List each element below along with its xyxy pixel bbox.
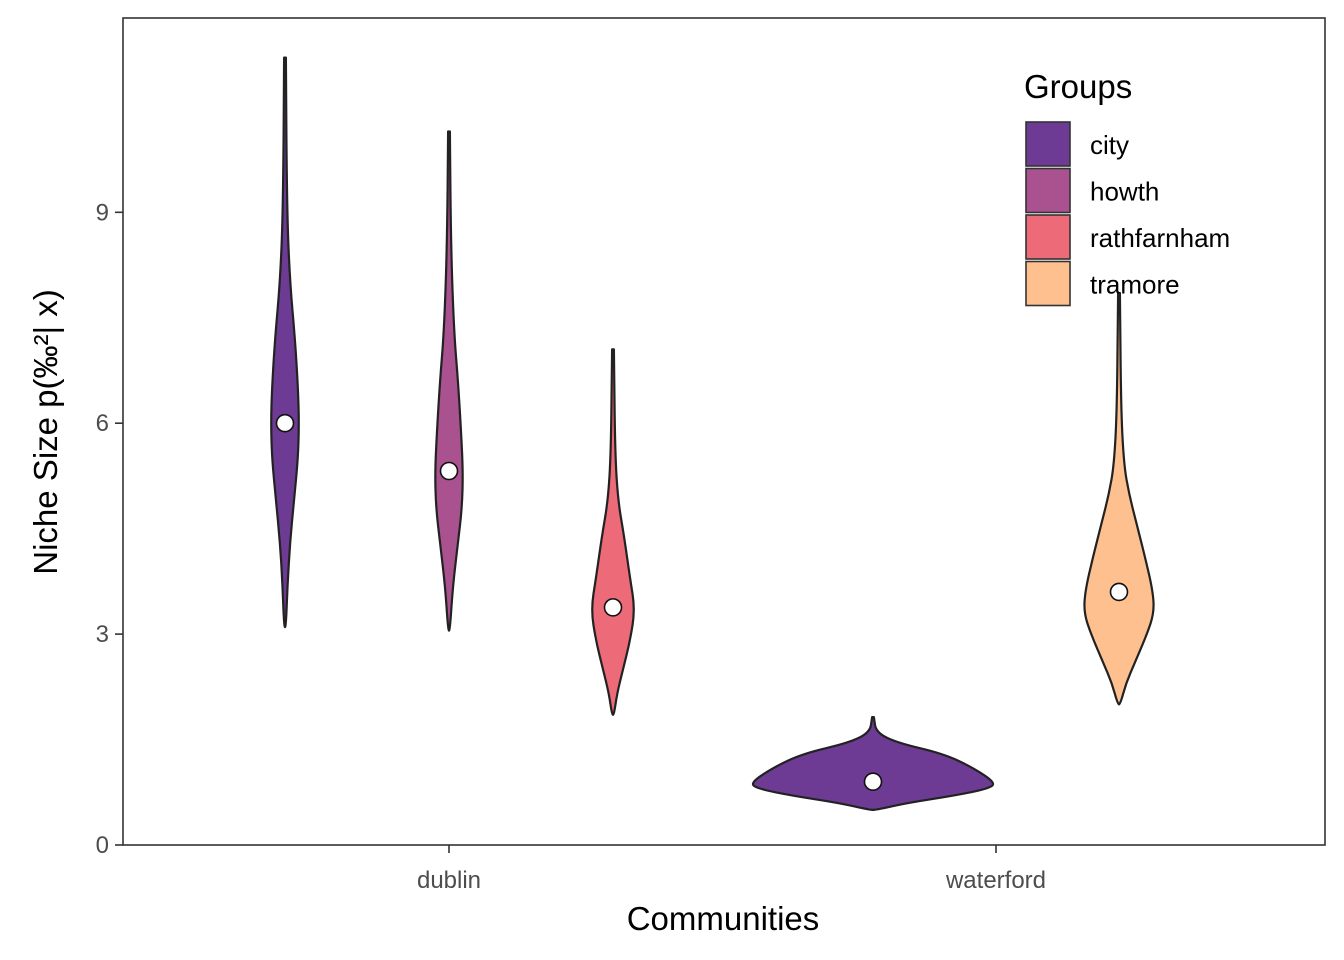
median-point-dublin-rathfarnham — [603, 598, 623, 617]
violin-dublin-city — [270, 56, 300, 629]
violin-dublin-howth — [434, 130, 464, 632]
legend-label-rathfarnham: rathfarnham — [1090, 223, 1230, 253]
legend-key-rathfarnham — [1025, 214, 1071, 260]
violin-waterford-tramore — [1083, 292, 1155, 706]
violin-dublin-rathfarnham — [591, 348, 635, 716]
y-tick-label: 9 — [96, 199, 109, 226]
y-tick-label: 3 — [96, 621, 109, 648]
y-axis: 0 3 6 9 — [96, 199, 123, 859]
legend-title: Groups — [1024, 68, 1132, 105]
legend-label-tramore: tramore — [1090, 270, 1180, 300]
x-axis: dublin waterford — [417, 845, 1046, 894]
violin-waterford-city — [751, 716, 995, 811]
median-point-dublin-city — [275, 413, 295, 433]
median-point-waterford-city — [863, 772, 883, 792]
violins-layer — [270, 56, 1155, 811]
median-point-waterford-tramore — [1109, 582, 1129, 602]
legend-key-tramore — [1025, 260, 1071, 307]
legend: Groups city howth rathfarnham tramore — [1024, 68, 1230, 307]
y-tick-label: 6 — [96, 410, 109, 437]
x-tick-label: dublin — [417, 867, 481, 894]
y-axis-title: Niche Size p(‰²| x) — [27, 289, 64, 574]
legend-key-howth — [1025, 167, 1071, 214]
median-point-dublin-howth — [439, 461, 459, 481]
y-tick-label: 0 — [96, 832, 109, 859]
x-tick-label: waterford — [945, 867, 1046, 894]
plot-panel-border — [122, 17, 1326, 846]
legend-label-city: city — [1090, 130, 1129, 160]
x-axis-title: Communities — [627, 900, 820, 937]
legend-label-howth: howth — [1090, 177, 1159, 207]
legend-key-city — [1025, 121, 1071, 167]
